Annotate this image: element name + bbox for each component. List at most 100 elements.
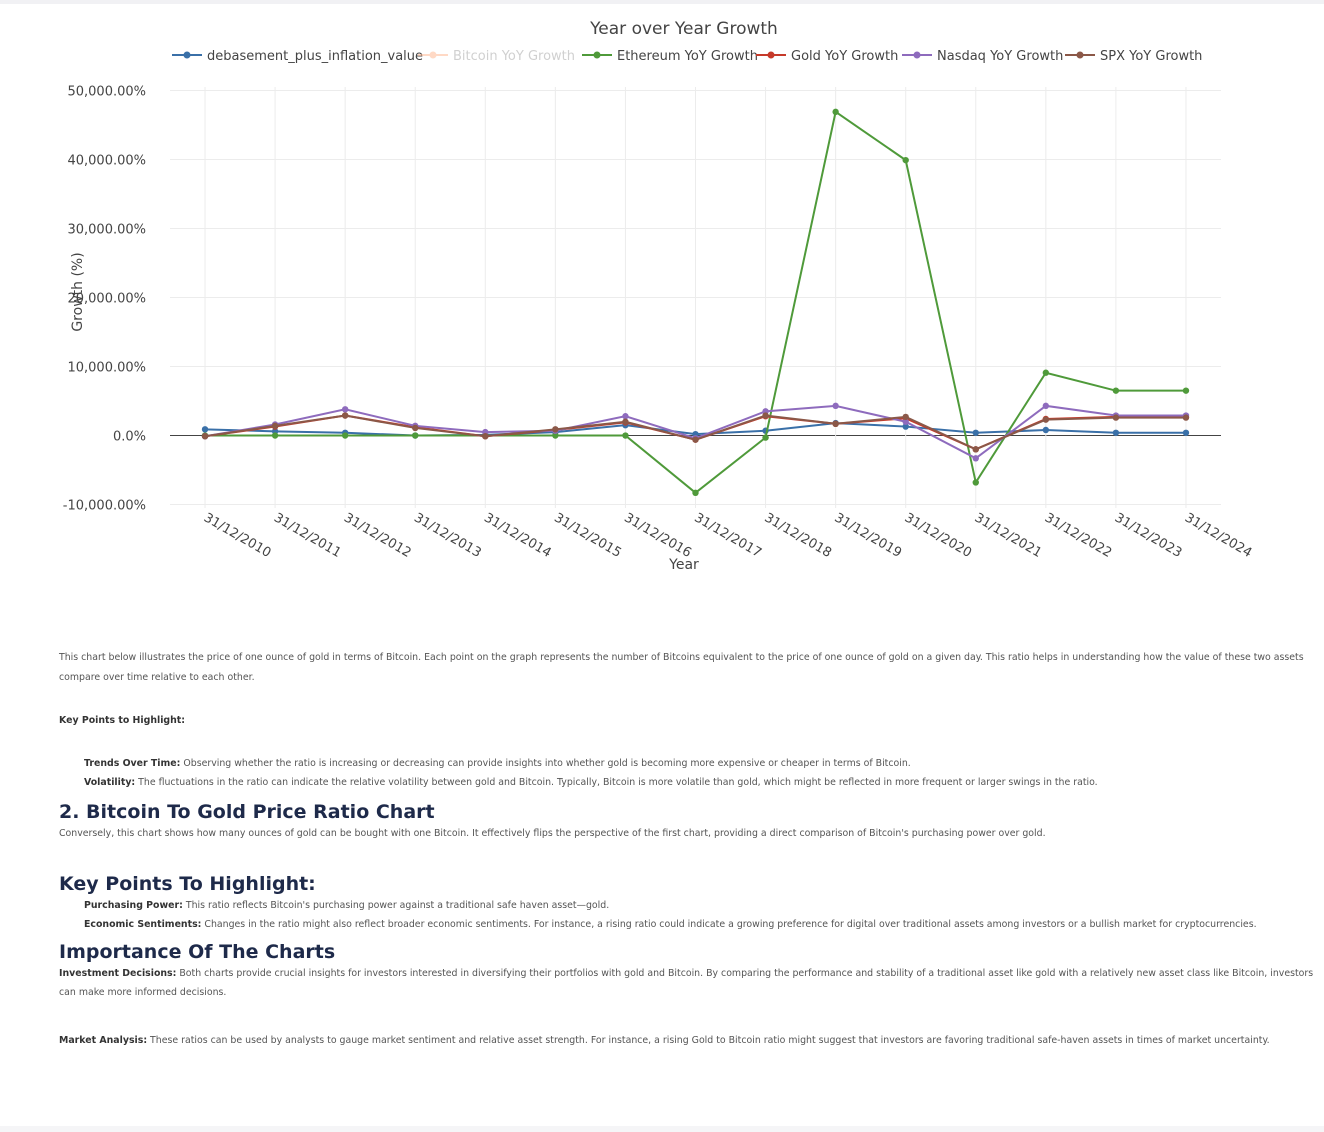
data-point[interactable] [341, 432, 349, 439]
data-point[interactable] [832, 108, 839, 116]
legend-swatch-marker [767, 51, 775, 59]
data-point[interactable] [271, 432, 279, 439]
section-heading-importance: Importance Of The Charts [59, 940, 336, 963]
data-point[interactable] [622, 413, 629, 420]
data-point[interactable] [692, 489, 699, 497]
legend-label: Gold YoY Growth [791, 49, 898, 64]
data-point[interactable] [1042, 426, 1050, 434]
chart-grid [170, 87, 1221, 508]
data-point[interactable] [902, 413, 909, 421]
x-tick-label: 31/12/2014 [481, 510, 553, 560]
item-text: This ratio reflects Bitcoin's purchasing… [182, 899, 610, 911]
item-label: Volatility: [84, 777, 136, 788]
x-tick-label: 31/12/2022 [1042, 510, 1114, 560]
data-point[interactable] [341, 406, 349, 413]
data-point[interactable] [1042, 416, 1050, 423]
top-bar [0, 0, 1324, 4]
intro-paragraph: This chart below illustrates the price o… [59, 652, 1304, 683]
legend-item[interactable]: Nasdaq YoY Growth [902, 49, 1063, 64]
data-point[interactable] [412, 424, 419, 432]
data-point[interactable] [201, 433, 209, 440]
data-point[interactable] [622, 418, 629, 425]
item-text: The fluctuations in the ratio can indica… [135, 777, 1098, 788]
data-point[interactable] [1112, 387, 1120, 394]
data-point[interactable] [692, 436, 699, 443]
para-label: Investment Decisions: [59, 967, 177, 979]
data-point[interactable] [341, 412, 349, 419]
legend-item[interactable]: SPX YoY Growth [1065, 49, 1202, 64]
data-point[interactable] [762, 412, 769, 419]
data-point[interactable] [1112, 414, 1120, 421]
data-point[interactable] [412, 432, 419, 439]
x-tick-label: 31/12/2019 [832, 510, 904, 560]
data-point[interactable] [622, 432, 629, 439]
data-point[interactable] [552, 426, 559, 433]
list-item: Volatility: The fluctuations in the rati… [84, 773, 1314, 792]
legend-item[interactable]: Ethereum YoY Growth [582, 49, 758, 64]
data-point[interactable] [972, 479, 979, 486]
x-tick-label: 31/12/2024 [1182, 510, 1254, 560]
market-paragraph: Market Analysis: These ratios can be use… [59, 1031, 1314, 1051]
data-point[interactable] [972, 429, 979, 436]
data-point[interactable] [902, 418, 909, 425]
yoy-growth-chart[interactable]: Year over Year Growth debasement_plus_in… [0, 8, 1324, 588]
data-point[interactable] [832, 420, 839, 427]
legend-item[interactable]: Gold YoY Growth [756, 49, 898, 64]
x-tick-label: 31/12/2018 [762, 510, 834, 560]
data-point[interactable] [902, 423, 909, 430]
list-item: Economic Sentiments: Changes in the rati… [84, 915, 1314, 934]
ratio-description: Conversely, this chart shows how many ou… [59, 828, 1046, 839]
data-point[interactable] [482, 433, 489, 440]
data-point[interactable] [1182, 414, 1190, 421]
y-tick-label: 40,000.00% [67, 153, 146, 168]
data-point[interactable] [902, 156, 909, 164]
key-points-list: Trends Over Time: Observing whether the … [59, 754, 1314, 792]
data-point[interactable] [1182, 387, 1190, 394]
x-tick-label: 31/12/2021 [972, 510, 1044, 560]
y-tick-label: 10,000.00% [67, 361, 146, 376]
data-point[interactable] [972, 446, 979, 453]
y-axis-ticks: -10,000.00% 0.0% 10,000.00% 20,000.00% 30,00… [63, 84, 146, 513]
item-label: Economic Sentiments: [84, 918, 202, 930]
y-tick-label: 0.0% [113, 430, 146, 445]
item-label: Trends Over Time: [84, 758, 181, 769]
data-point[interactable] [271, 422, 279, 430]
para-label: Market Analysis: [59, 1034, 148, 1046]
item-text: Observing whether the ratio is increasin… [180, 758, 911, 769]
chart-series [201, 108, 1190, 497]
section-heading-key-points: Key Points To Highlight: [59, 872, 316, 895]
list-item: Purchasing Power: This ratio reflects Bi… [84, 896, 1314, 915]
legend-swatch-marker [183, 51, 191, 59]
x-tick-label: 31/12/2011 [271, 510, 343, 560]
legend-label: debasement_plus_inflation_value [207, 49, 423, 64]
data-point[interactable] [1182, 429, 1190, 436]
x-tick-label: 31/12/2020 [902, 510, 974, 560]
item-label: Purchasing Power: [84, 899, 183, 911]
x-tick-label: 31/12/2012 [341, 510, 413, 560]
data-point[interactable] [1042, 402, 1050, 410]
legend-label: Bitcoin YoY Growth [453, 49, 575, 64]
x-tick-label: 31/12/2016 [621, 510, 693, 560]
legend-swatch-marker [913, 51, 921, 59]
key-points-heading: Key Points to Highlight: [59, 715, 186, 726]
y-tick-label: 30,000.00% [67, 222, 146, 237]
legend-item[interactable]: debasement_plus_inflation_value [172, 49, 423, 64]
y-tick-label: -10,000.00% [63, 499, 146, 514]
y-tick-label: 50,000.00% [67, 84, 146, 99]
x-tick-label: 31/12/2013 [411, 510, 483, 560]
legend-swatch-marker [593, 51, 601, 59]
x-axis-ticks: 31/12/201031/12/201131/12/201231/12/2013… [201, 510, 1254, 560]
data-point[interactable] [1112, 429, 1120, 436]
item-text: Changes in the ratio might also reflect … [201, 918, 1257, 930]
legend-item[interactable]: Bitcoin YoY Growth [418, 49, 575, 64]
data-point[interactable] [972, 455, 979, 462]
data-point[interactable] [552, 432, 559, 439]
chart-legend[interactable]: debasement_plus_inflation_value Bitcoin Y… [172, 49, 1202, 64]
data-point[interactable] [832, 402, 839, 410]
data-point[interactable] [1042, 369, 1050, 376]
y-axis-label: Growth (%) [70, 252, 86, 331]
data-point[interactable] [201, 426, 209, 433]
x-tick-label: 31/12/2010 [201, 510, 273, 560]
data-point[interactable] [762, 434, 769, 441]
legend-swatch-marker [429, 51, 437, 59]
